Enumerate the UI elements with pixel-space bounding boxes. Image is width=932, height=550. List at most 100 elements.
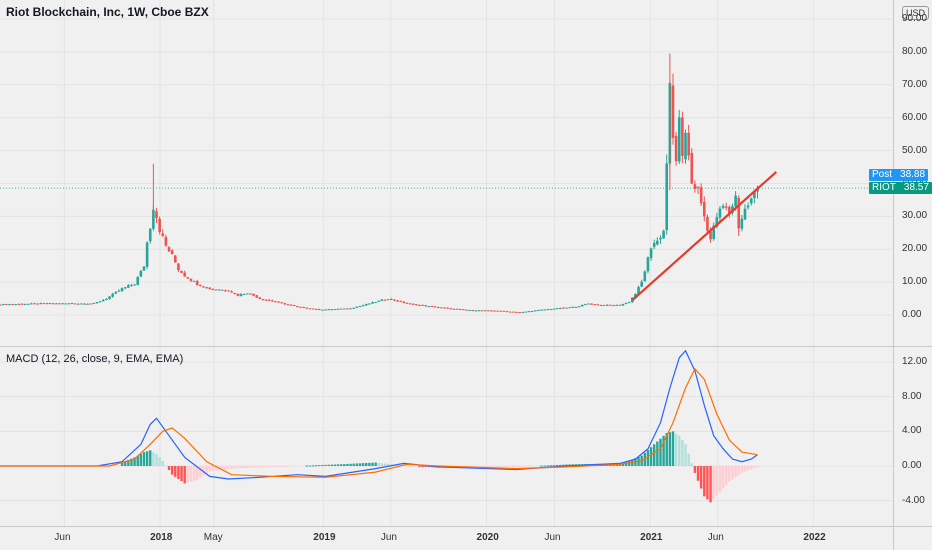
histogram-bar [170, 466, 174, 475]
candle-body [101, 299, 105, 302]
histogram-bar [318, 465, 321, 467]
histogram-bar [371, 462, 374, 466]
currency-label[interactable]: USD [902, 6, 930, 20]
candle-body [565, 307, 568, 309]
time-tick-label: 2020 [476, 532, 499, 543]
candle-body [593, 304, 597, 306]
candle-body [496, 310, 500, 312]
histogram-bar [149, 450, 152, 466]
histogram-bar [139, 453, 143, 466]
price-tick-label: 20.00 [902, 243, 928, 255]
indicator-title[interactable]: MACD (12, 26, close, 9, EMA, EMA) [6, 353, 184, 365]
candle-body [637, 287, 640, 295]
histogram-bar [483, 466, 487, 468]
candle-body [749, 198, 753, 204]
histogram-bar [361, 463, 365, 466]
candle-body [127, 285, 130, 288]
candle-body [339, 308, 343, 310]
candle-body [612, 305, 615, 307]
histogram-bar [408, 465, 412, 467]
signal-line [0, 367, 758, 478]
candle-body [120, 288, 124, 291]
histogram-bar [133, 457, 136, 466]
candle-body [26, 303, 30, 305]
candle-body [98, 301, 102, 303]
candle-body [468, 309, 471, 311]
candle-body [452, 308, 456, 310]
histogram-bar [286, 466, 290, 467]
candle-body [721, 205, 725, 208]
histogram-bar [374, 462, 377, 466]
candle-body [709, 231, 712, 240]
histogram-bar [124, 461, 127, 466]
histogram-bar [624, 462, 628, 466]
histogram-bar [145, 451, 149, 466]
candle-body [211, 289, 215, 291]
candle-body [73, 303, 77, 305]
time-axis-border [0, 526, 932, 527]
candle-body [292, 304, 296, 306]
histogram-bar [524, 466, 528, 467]
gridlines [0, 0, 893, 526]
candle-body [681, 117, 684, 156]
histogram-bar [120, 462, 124, 466]
candle-body [289, 304, 293, 306]
histogram-bar [252, 466, 255, 468]
histogram-bar [136, 455, 139, 466]
histogram-bar [186, 466, 190, 483]
candle-body [662, 230, 665, 239]
candle-body [421, 304, 424, 306]
candle-body [220, 289, 224, 291]
histogram-bar [756, 466, 759, 467]
post-badge-value: 38.88 [900, 169, 926, 180]
candle-body [83, 303, 86, 305]
candle-body [105, 298, 108, 300]
histogram-bar [258, 466, 262, 468]
time-tick-label: Jun [380, 532, 397, 543]
histogram-bar [180, 466, 183, 482]
candle-body [646, 257, 650, 272]
candle-body [540, 309, 543, 311]
candle-body [30, 303, 33, 305]
histogram-bar [274, 466, 277, 467]
histogram-bar [690, 463, 693, 466]
candle-body [728, 206, 731, 214]
candle-body [543, 309, 546, 311]
candle-body [130, 285, 133, 287]
candle-body [245, 293, 249, 295]
candle-body [296, 306, 299, 308]
candle-body [740, 218, 744, 229]
candle-body [458, 309, 462, 311]
candle-body [205, 287, 208, 289]
candle-body [327, 309, 330, 311]
histogram-bar [236, 466, 240, 469]
candle-body [643, 271, 647, 282]
histogram-bar [540, 465, 543, 467]
histogram-bar [728, 466, 731, 482]
pane-divider[interactable] [0, 346, 932, 347]
histogram-bar [552, 465, 556, 467]
macd-tick-label: 0.00 [902, 460, 922, 471]
post-price-badge: Post 38.88 [869, 169, 929, 181]
histogram-bar [499, 466, 503, 468]
candle-body [186, 277, 190, 279]
histogram-bar [280, 466, 283, 467]
candle-body [45, 303, 49, 305]
candle-body [533, 310, 537, 312]
candle-body [123, 287, 127, 289]
candle-body [530, 311, 534, 313]
candle-body [502, 310, 506, 312]
histogram-bar [321, 465, 324, 467]
candle-body [139, 270, 143, 277]
histogram-bar [192, 466, 196, 481]
candle-body [424, 305, 428, 307]
price-tick-label: 30.00 [902, 210, 928, 222]
histogram-bar [746, 466, 750, 471]
candle-body [399, 301, 402, 303]
histogram-bar [177, 466, 180, 479]
candle-body [336, 308, 340, 310]
candle-body [195, 281, 199, 285]
candle-body [180, 270, 183, 273]
trendline-layer [631, 171, 778, 302]
